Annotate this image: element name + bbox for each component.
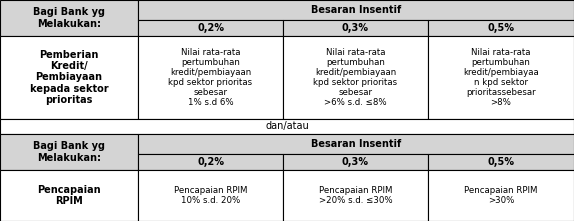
Bar — [138, 134, 574, 154]
Bar — [283, 20, 428, 36]
Text: Pencapaian RPIM
10% s.d. 20%: Pencapaian RPIM 10% s.d. 20% — [174, 186, 247, 205]
Bar — [138, 36, 283, 119]
Text: 0,3%: 0,3% — [342, 23, 369, 33]
Bar — [0, 36, 138, 119]
Bar — [138, 154, 283, 170]
Bar — [138, 170, 283, 221]
Bar — [283, 170, 428, 221]
Text: 0,5%: 0,5% — [487, 157, 514, 167]
Bar — [428, 154, 574, 170]
Bar — [0, 119, 574, 134]
Bar — [138, 20, 283, 36]
Text: 0,2%: 0,2% — [197, 23, 224, 33]
Text: Nilai rata-rata
pertumbuhan
kredit/pembiayaa
n kpd sektor
prioritassebesar
>8%: Nilai rata-rata pertumbuhan kredit/pembi… — [463, 48, 539, 107]
Bar — [138, 0, 574, 20]
Text: Besaran Insentif: Besaran Insentif — [311, 139, 401, 149]
Text: 0,5%: 0,5% — [487, 23, 514, 33]
Bar — [0, 134, 138, 170]
Bar — [428, 170, 574, 221]
Text: Besaran Insentif: Besaran Insentif — [311, 5, 401, 15]
Bar — [428, 36, 574, 119]
Text: Bagi Bank yg
Melakukan:: Bagi Bank yg Melakukan: — [33, 7, 105, 29]
Text: dan/atau: dan/atau — [265, 122, 309, 131]
Bar — [283, 36, 428, 119]
Text: Pemberian
Kredit/
Pembiayaan
kepada sektor
prioritas: Pemberian Kredit/ Pembiayaan kepada sekt… — [30, 50, 108, 105]
Bar — [0, 170, 138, 221]
Text: 0,3%: 0,3% — [342, 157, 369, 167]
Text: Nilai rata-rata
pertumbuhan
kredit/pembiayaan
kpd sektor prioritas
sebesar
>6% s: Nilai rata-rata pertumbuhan kredit/pembi… — [313, 48, 398, 107]
Text: Pencapaian RPIM
>20% s.d. ≤30%: Pencapaian RPIM >20% s.d. ≤30% — [319, 186, 392, 205]
Text: Bagi Bank yg
Melakukan:: Bagi Bank yg Melakukan: — [33, 141, 105, 163]
Bar — [0, 0, 138, 36]
Text: Pencapaian RPIM
>30%: Pencapaian RPIM >30% — [464, 186, 538, 205]
Text: Pencapaian
RPIM: Pencapaian RPIM — [37, 185, 101, 206]
Bar — [283, 154, 428, 170]
Bar — [428, 20, 574, 36]
Text: 0,2%: 0,2% — [197, 157, 224, 167]
Text: Nilai rata-rata
pertumbuhan
kredit/pembiayaan
kpd sektor prioritas
sebesar
1% s.: Nilai rata-rata pertumbuhan kredit/pembi… — [168, 48, 253, 107]
